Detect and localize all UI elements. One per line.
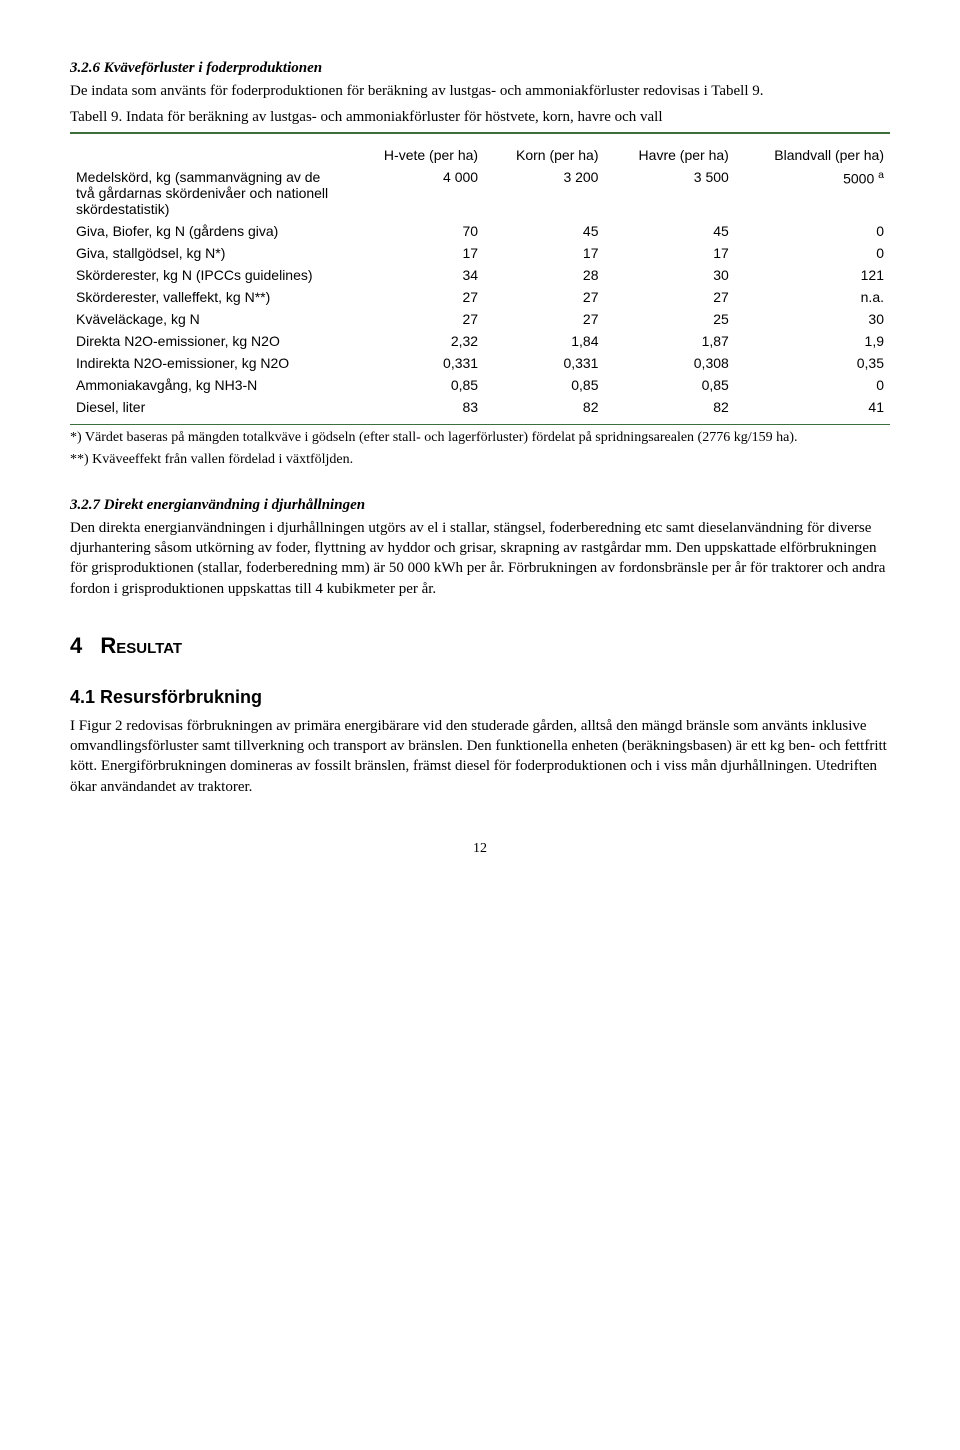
cell: 0,35: [735, 352, 890, 374]
cell: 27: [484, 286, 604, 308]
cell: 0,308: [604, 352, 734, 374]
cell: 2,32: [349, 330, 484, 352]
table-row: Diesel, liter 83 82 82 41: [70, 396, 890, 418]
cell: 41: [735, 396, 890, 418]
table-body: Medelskörd, kg (sammanvägning av de två …: [70, 166, 890, 418]
cell: 0,85: [349, 374, 484, 396]
cell: 0: [735, 220, 890, 242]
table-row: Skörderester, kg N (IPCCs guidelines) 34…: [70, 264, 890, 286]
row-label: Giva, stallgödsel, kg N*): [70, 242, 349, 264]
cell: 17: [604, 242, 734, 264]
col-header-hvete: H-vete (per ha): [349, 144, 484, 166]
section-heading-326: 3.2.6 Kväveförluster i foderproduktionen: [70, 60, 890, 77]
table-row: Giva, stallgödsel, kg N*) 17 17 17 0: [70, 242, 890, 264]
cell: 3 200: [484, 166, 604, 220]
cell: 30: [735, 308, 890, 330]
heading-title: Resultat: [100, 633, 182, 658]
cell: 1,87: [604, 330, 734, 352]
cell: 17: [349, 242, 484, 264]
cell: 34: [349, 264, 484, 286]
table-row: Skörderester, valleffekt, kg N**) 27 27 …: [70, 286, 890, 308]
table-row: Indirekta N2O-emissioner, kg N2O 0,331 0…: [70, 352, 890, 374]
cell: 28: [484, 264, 604, 286]
cell: 5000 a: [735, 166, 890, 220]
row-label: Skörderester, kg N (IPCCs guidelines): [70, 264, 349, 286]
cell: 1,84: [484, 330, 604, 352]
section-326-para: De indata som använts för foderproduktio…: [70, 81, 890, 101]
row-label: Medelskörd, kg (sammanvägning av de två …: [70, 166, 349, 220]
cell: 25: [604, 308, 734, 330]
cell: 83: [349, 396, 484, 418]
col-header-empty: [70, 144, 349, 166]
table-row: Giva, Biofer, kg N (gårdens giva) 70 45 …: [70, 220, 890, 242]
cell: n.a.: [735, 286, 890, 308]
table-row: Ammoniakavgång, kg NH3-N 0,85 0,85 0,85 …: [70, 374, 890, 396]
cell: 17: [484, 242, 604, 264]
page-number: 12: [70, 841, 890, 857]
row-label: Diesel, liter: [70, 396, 349, 418]
cell: 0,85: [484, 374, 604, 396]
cell: 0: [735, 374, 890, 396]
cell: 30: [604, 264, 734, 286]
cell: 0: [735, 242, 890, 264]
row-label: Kväveläckage, kg N: [70, 308, 349, 330]
table-row: Direkta N2O-emissioner, kg N2O 2,32 1,84…: [70, 330, 890, 352]
cell: 45: [484, 220, 604, 242]
cell: 3 500: [604, 166, 734, 220]
row-label: Indirekta N2O-emissioner, kg N2O: [70, 352, 349, 374]
cell: 82: [604, 396, 734, 418]
col-header-korn: Korn (per ha): [484, 144, 604, 166]
cell: 27: [484, 308, 604, 330]
cell: 4 000: [349, 166, 484, 220]
heading-resultat: 4 Resultat: [70, 633, 890, 659]
cell: 27: [349, 308, 484, 330]
row-label: Direkta N2O-emissioner, kg N2O: [70, 330, 349, 352]
table-header-row: H-vete (per ha) Korn (per ha) Havre (per…: [70, 144, 890, 166]
table-caption: Tabell 9. Indata för beräkning av lustga…: [70, 107, 890, 127]
col-header-havre: Havre (per ha): [604, 144, 734, 166]
data-table: H-vete (per ha) Korn (per ha) Havre (per…: [70, 144, 890, 418]
cell: 0,85: [604, 374, 734, 396]
cell: 0,331: [484, 352, 604, 374]
table-top-rule: [70, 132, 890, 134]
section-327-para: Den direkta energianvändningen i djurhål…: [70, 518, 890, 599]
table-row: Kväveläckage, kg N 27 27 25 30: [70, 308, 890, 330]
row-label: Ammoniakavgång, kg NH3-N: [70, 374, 349, 396]
section-heading-327: 3.2.7 Direkt energianvändning i djurhåll…: [70, 497, 890, 514]
table-row: Medelskörd, kg (sammanvägning av de två …: [70, 166, 890, 220]
cell: 0,331: [349, 352, 484, 374]
table-footnote-2: **) Kväveeffekt från vallen fördelad i v…: [70, 451, 890, 469]
cell: 27: [349, 286, 484, 308]
cell: 121: [735, 264, 890, 286]
cell: 82: [484, 396, 604, 418]
cell: 27: [604, 286, 734, 308]
cell: 1,9: [735, 330, 890, 352]
row-label: Skörderester, valleffekt, kg N**): [70, 286, 349, 308]
section-41-para: I Figur 2 redovisas förbrukningen av pri…: [70, 716, 890, 797]
table-footnote-1: *) Värdet baseras på mängden totalkväve …: [70, 429, 890, 447]
cell: 45: [604, 220, 734, 242]
cell: 70: [349, 220, 484, 242]
table-bottom-rule: [70, 424, 890, 425]
heading-num: 4: [70, 633, 82, 658]
row-label: Giva, Biofer, kg N (gårdens giva): [70, 220, 349, 242]
section-heading-41: 4.1 Resursförbrukning: [70, 687, 890, 708]
col-header-blandvall: Blandvall (per ha): [735, 144, 890, 166]
